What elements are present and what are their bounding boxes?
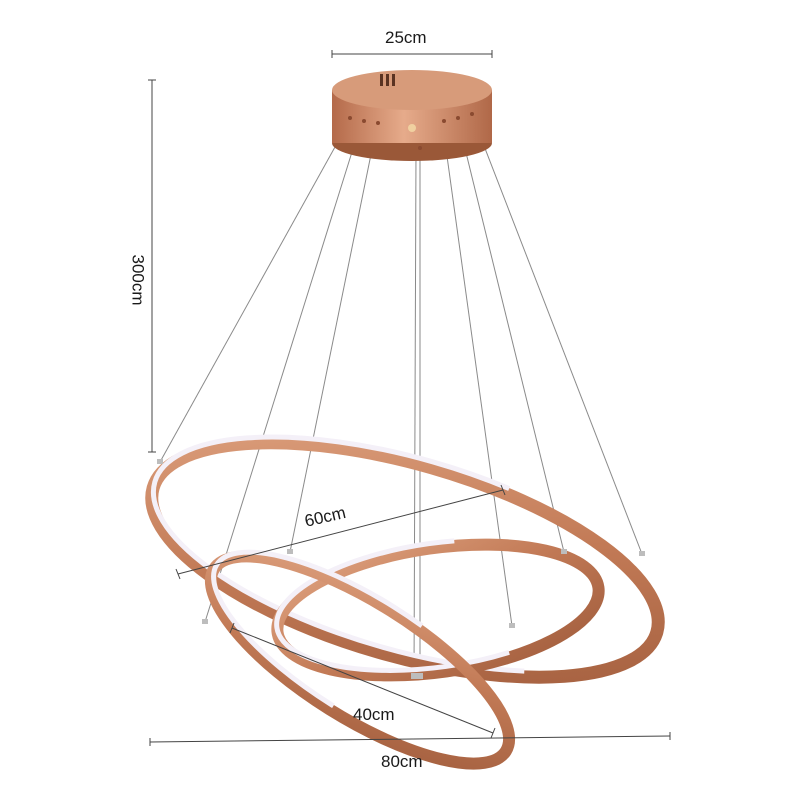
ceiling-canopy <box>332 70 492 161</box>
dimension-label-40cm: 40cm <box>353 705 395 724</box>
ring-small <box>204 549 516 770</box>
ring-large <box>145 434 665 684</box>
dimension-label-80cm: 80cm <box>381 752 423 771</box>
ring-medium <box>271 537 605 682</box>
dimension-line-height <box>148 79 156 453</box>
dimension-line-80cm <box>149 732 671 746</box>
dimension-line-60cm <box>175 484 506 580</box>
suspension-cables <box>159 119 643 677</box>
dimension-line-40cm <box>229 622 496 739</box>
dimension-line-canopy <box>331 50 493 58</box>
dimension-label-canopy: 25cm <box>385 28 427 47</box>
cable-clips <box>157 459 645 679</box>
dimension-label-height: 300cm <box>128 254 148 306</box>
